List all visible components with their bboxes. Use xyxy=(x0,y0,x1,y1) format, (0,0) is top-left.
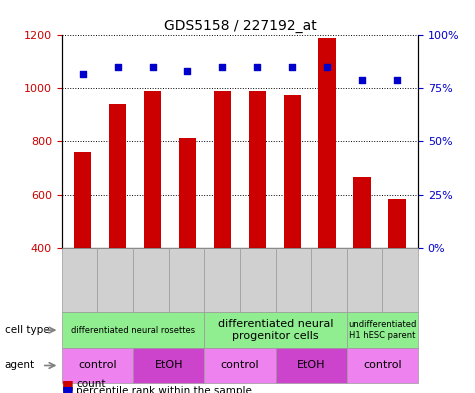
Bar xyxy=(109,104,126,248)
Bar xyxy=(144,91,162,248)
Point xyxy=(218,64,226,70)
Point xyxy=(184,68,191,75)
Bar xyxy=(74,152,91,248)
Text: differentiated neural
progenitor cells: differentiated neural progenitor cells xyxy=(218,320,333,341)
Point xyxy=(288,64,296,70)
Text: percentile rank within the sample: percentile rank within the sample xyxy=(76,386,252,393)
Text: ■: ■ xyxy=(62,384,74,393)
Point xyxy=(393,77,401,83)
Point xyxy=(79,70,86,77)
Point xyxy=(323,64,331,70)
Point xyxy=(114,64,122,70)
Point xyxy=(254,64,261,70)
Point xyxy=(358,77,366,83)
Text: count: count xyxy=(76,379,105,389)
Text: cell type: cell type xyxy=(5,325,49,335)
Text: agent: agent xyxy=(5,360,35,371)
Text: undifferentiated
H1 hESC parent: undifferentiated H1 hESC parent xyxy=(348,320,417,340)
Text: ■: ■ xyxy=(62,378,74,391)
Bar xyxy=(214,91,231,248)
Title: GDS5158 / 227192_at: GDS5158 / 227192_at xyxy=(163,19,316,33)
Text: control: control xyxy=(78,360,117,371)
Text: control: control xyxy=(220,360,259,371)
Bar xyxy=(284,95,301,248)
Text: EtOH: EtOH xyxy=(297,360,325,371)
Bar xyxy=(318,38,336,248)
Text: control: control xyxy=(363,360,402,371)
Text: differentiated neural rosettes: differentiated neural rosettes xyxy=(71,326,195,334)
Bar xyxy=(248,91,266,248)
Bar xyxy=(353,177,371,248)
Bar xyxy=(389,198,406,248)
Bar xyxy=(179,138,196,248)
Text: EtOH: EtOH xyxy=(154,360,183,371)
Point xyxy=(149,64,156,70)
